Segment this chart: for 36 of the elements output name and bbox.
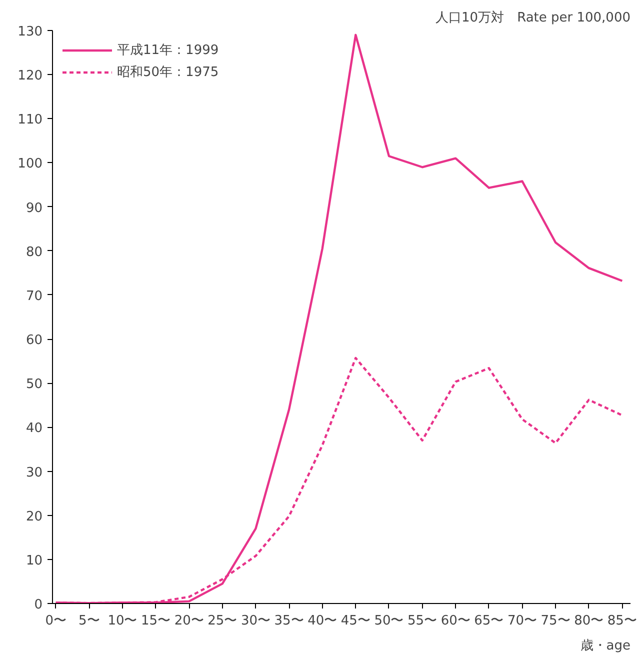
legend-label: 平成11年：1999 — [117, 42, 219, 59]
y-tick-label: 20 — [26, 509, 43, 524]
x-tick-label: 75〜 — [540, 614, 570, 628]
y-tick-label: 120 — [18, 68, 43, 84]
x-tick-label: 50〜 — [374, 614, 404, 628]
x-tick-label: 55〜 — [408, 614, 438, 628]
y-tick-label: 50 — [26, 377, 43, 392]
x-tick-label: 35〜 — [274, 614, 304, 628]
y-tick-label: 90 — [26, 200, 43, 216]
x-tick-label: 80〜 — [574, 614, 604, 628]
y-tick-label: 60 — [26, 333, 43, 348]
x-tick-label: 25〜 — [208, 614, 238, 628]
y-tick-label: 30 — [26, 465, 43, 480]
x-tick-label: 40〜 — [308, 614, 338, 628]
x-tick-label: 65〜 — [474, 614, 504, 628]
y-tick-label: 80 — [26, 244, 43, 260]
y-tick-label: 0 — [34, 598, 43, 612]
y-axis-title: 人口10万対 Rate per 100,000 — [436, 10, 630, 26]
x-tick-label: 60〜 — [440, 614, 470, 628]
y-tick-label: 100 — [18, 156, 43, 172]
x-tick-label: 45〜 — [340, 614, 370, 628]
y-tick-label: 40 — [26, 421, 43, 436]
legend-label: 昭和50年：1975 — [117, 64, 219, 81]
y-tick-label: 70 — [26, 288, 43, 304]
x-tick-label: 5〜 — [78, 614, 100, 628]
y-tick-label: 130 — [18, 24, 43, 40]
x-tick-label: 15〜 — [141, 614, 171, 628]
x-tick-label: 20〜 — [174, 614, 204, 628]
x-axis-title: 歳・age — [580, 638, 630, 654]
y-tick-label: 10 — [26, 553, 43, 568]
x-tick-label: 0〜 — [45, 614, 66, 628]
x-tick-label: 70〜 — [507, 614, 538, 628]
y-tick-label: 110 — [18, 112, 43, 128]
x-tick-label: 10〜 — [108, 614, 138, 628]
x-tick-label: 85〜 — [607, 614, 637, 628]
x-tick-label: 30〜 — [240, 614, 270, 628]
